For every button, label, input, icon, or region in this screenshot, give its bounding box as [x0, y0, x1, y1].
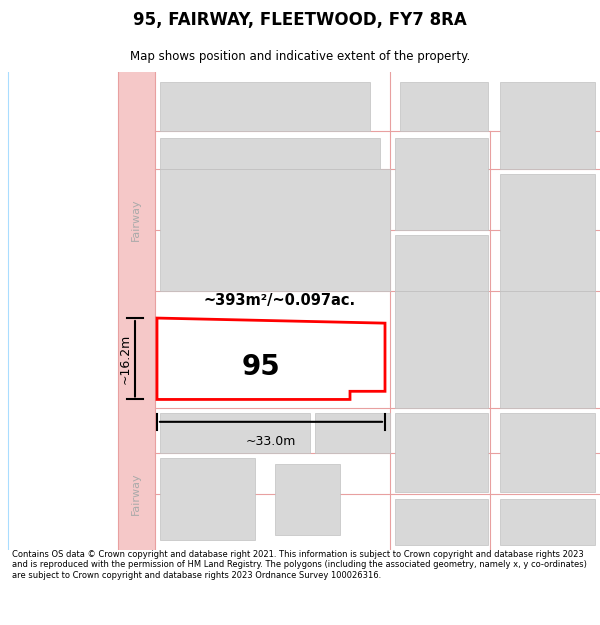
Bar — [118, 72, 155, 550]
Text: 95, FAIRWAY, FLEETWOOD, FY7 8RA: 95, FAIRWAY, FLEETWOOD, FY7 8RA — [133, 11, 467, 29]
Text: Fairway: Fairway — [131, 198, 141, 241]
Bar — [160, 82, 370, 131]
Bar — [395, 499, 488, 545]
Text: Map shows position and indicative extent of the property.: Map shows position and indicative extent… — [130, 49, 470, 62]
Text: Contains OS data © Crown copyright and database right 2021. This information is : Contains OS data © Crown copyright and d… — [12, 550, 587, 580]
Bar — [500, 82, 595, 169]
Text: Fairway: Fairway — [131, 472, 141, 516]
Bar — [160, 459, 255, 540]
Bar — [315, 412, 390, 453]
Bar — [500, 499, 595, 545]
Text: 95: 95 — [242, 353, 280, 381]
Bar — [500, 291, 595, 408]
Bar — [400, 82, 488, 131]
Bar — [500, 174, 595, 291]
Bar — [160, 169, 390, 291]
Text: ~16.2m: ~16.2m — [119, 334, 132, 384]
Bar — [160, 138, 380, 169]
Bar — [395, 138, 488, 229]
Text: ~393m²/~0.097ac.: ~393m²/~0.097ac. — [204, 293, 356, 308]
Bar — [275, 464, 340, 535]
Text: ~33.0m: ~33.0m — [246, 435, 296, 448]
Bar — [395, 291, 488, 408]
Polygon shape — [157, 318, 385, 399]
Bar — [395, 234, 488, 291]
Bar — [395, 412, 488, 492]
Bar — [500, 412, 595, 492]
Bar — [160, 412, 310, 453]
